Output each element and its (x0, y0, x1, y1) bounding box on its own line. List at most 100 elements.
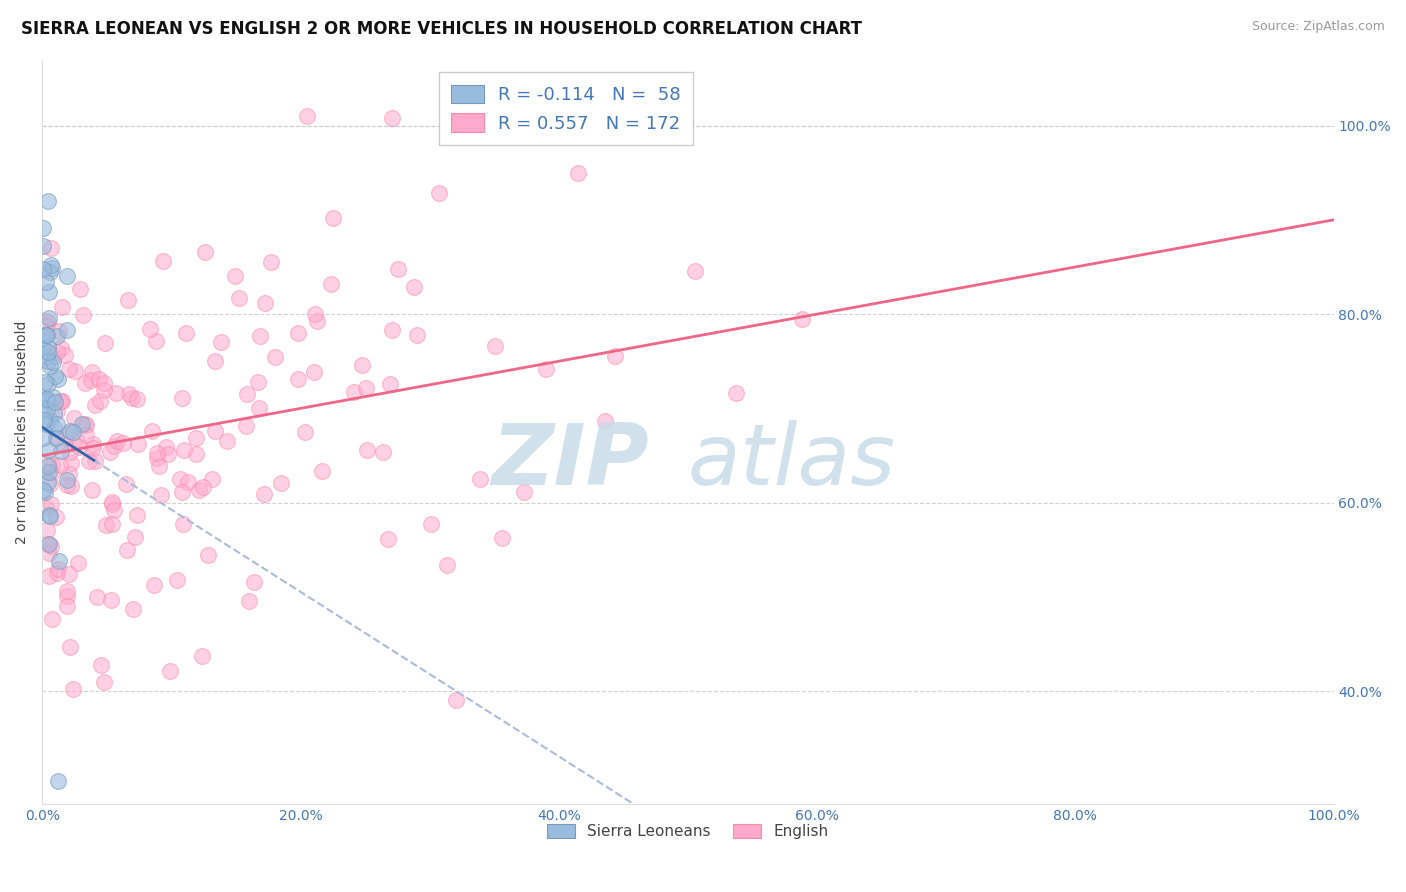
Point (103, 439, 125, 453)
Point (146, 451, 169, 466)
Point (35, 392, 58, 406)
Point (93, 383, 115, 397)
Point (304, 307, 326, 321)
Point (32, 340, 55, 354)
Point (420, 516, 443, 531)
Point (89, 372, 111, 386)
Point (117, 293, 139, 308)
Point (184, 447, 207, 461)
Point (35, 500, 58, 514)
Point (46, 345, 69, 359)
Point (170, 391, 193, 405)
Point (63, 411, 86, 425)
Point (381, 111, 404, 125)
Point (59, 445, 82, 459)
Point (34, 327, 56, 342)
Point (41, 355, 63, 369)
Point (93, 376, 115, 391)
Point (32, 401, 55, 416)
Point (31, 431, 53, 445)
Point (146, 446, 169, 460)
Point (82, 437, 104, 451)
Point (247, 375, 270, 389)
Text: ZIP: ZIP (492, 420, 650, 503)
Point (188, 483, 211, 498)
Point (37, 194, 59, 208)
Point (468, 472, 491, 486)
Point (152, 254, 174, 268)
Point (790, 312, 813, 326)
Point (249, 328, 271, 343)
Point (436, 558, 458, 572)
Point (307, 314, 329, 328)
Point (42, 406, 65, 420)
Point (38, 569, 60, 583)
Text: atlas: atlas (688, 420, 896, 503)
Point (58, 467, 80, 481)
Point (82, 483, 104, 497)
Point (56, 599, 79, 614)
Point (683, 264, 706, 278)
Point (209, 335, 232, 350)
Point (215, 434, 238, 448)
Point (41, 260, 63, 275)
Text: Source: ZipAtlas.com: Source: ZipAtlas.com (1251, 20, 1385, 33)
Point (37, 315, 59, 329)
Point (287, 326, 309, 340)
Point (321, 277, 343, 291)
Point (58, 362, 80, 376)
Point (100, 497, 122, 511)
Point (356, 443, 378, 458)
Point (42, 390, 65, 404)
Point (75, 428, 97, 442)
Point (603, 349, 626, 363)
Point (35, 417, 58, 431)
Point (377, 533, 399, 547)
Point (235, 418, 257, 433)
Point (38, 537, 60, 551)
Point (322, 211, 344, 225)
Point (65, 363, 87, 377)
Point (32, 239, 55, 253)
Point (41, 458, 63, 472)
Point (38, 508, 60, 523)
Point (105, 434, 128, 448)
Point (59, 424, 82, 438)
Point (115, 477, 138, 491)
Point (49, 394, 72, 409)
Point (115, 543, 138, 558)
Point (100, 593, 122, 607)
Point (56, 269, 79, 284)
Point (77, 454, 100, 468)
Point (264, 350, 287, 364)
Point (38, 509, 60, 524)
Point (121, 391, 143, 405)
Point (37, 475, 59, 490)
Point (127, 436, 149, 450)
Point (193, 480, 215, 494)
Point (41, 612, 63, 626)
Point (295, 109, 318, 123)
Point (59, 457, 82, 471)
Point (172, 485, 194, 500)
Point (34, 328, 56, 343)
Point (34, 392, 56, 407)
Point (270, 476, 292, 491)
Point (139, 322, 162, 336)
Point (39, 413, 62, 427)
Point (235, 387, 257, 401)
Point (46, 773, 69, 788)
Point (103, 503, 125, 517)
Point (247, 401, 270, 416)
Point (56, 478, 79, 492)
Point (39, 497, 62, 511)
Point (37, 459, 59, 474)
Point (593, 414, 616, 428)
Point (65, 432, 87, 446)
Point (45, 431, 67, 445)
Point (38, 477, 60, 491)
Point (38, 545, 60, 559)
Point (405, 328, 427, 343)
Point (46, 566, 69, 580)
Point (42, 420, 65, 434)
